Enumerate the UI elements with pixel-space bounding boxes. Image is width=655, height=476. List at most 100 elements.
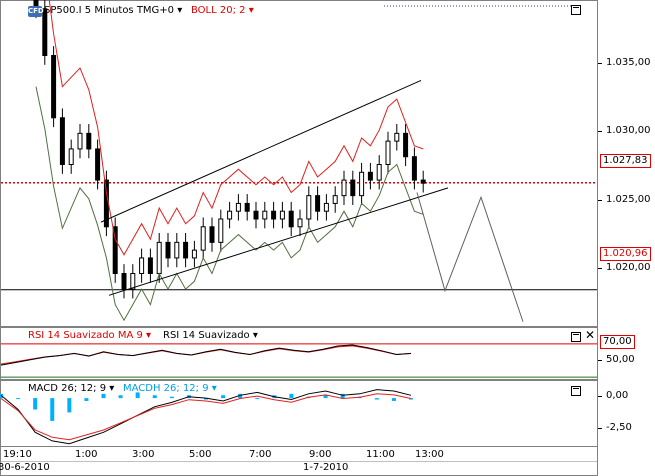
candle-body — [200, 226, 206, 251]
macd-histogram-bar — [50, 398, 55, 421]
time-axis[interactable]: 19:10 1:00 3:00 5:00 7:00 9:00 11:00 13:… — [0, 447, 598, 476]
candle-body — [341, 179, 347, 197]
candle-body — [323, 202, 329, 212]
instrument-selector[interactable]: SP500.I 5 Minutos TMG+0 ▾ — [44, 5, 182, 17]
candle-body — [139, 257, 145, 274]
candle-body — [59, 117, 65, 165]
tick-mark — [598, 200, 602, 201]
tick-mark — [598, 360, 602, 361]
candle-body — [42, 8, 48, 57]
hour-label: 11:00 — [366, 449, 395, 460]
candle-body — [235, 202, 241, 212]
rsi-ma-selector[interactable]: RSI 14 Suavizado MA 9 ▾ — [28, 330, 151, 342]
candle-body — [156, 241, 162, 275]
tick-mark — [598, 63, 602, 64]
candle-body — [95, 148, 101, 181]
window-icon — [573, 388, 579, 390]
window-icon — [573, 7, 579, 9]
macd-tick-0: 0,00 — [606, 390, 629, 401]
candle-body — [191, 249, 197, 259]
macd-histogram-bar — [204, 398, 208, 400]
candle-body — [262, 210, 268, 220]
macd-histogram-bar — [169, 396, 174, 399]
maximize-price-panel-button[interactable] — [571, 5, 581, 15]
close-rsi-panel-icon[interactable]: ✕ — [585, 328, 596, 342]
price-chart — [1, 0, 599, 322]
channel-upper-line — [100, 79, 422, 223]
candle-body — [332, 195, 338, 204]
macd-histogram-bar — [33, 398, 38, 410]
macd-selector[interactable]: MACD 26; 12; 9 ▾ — [28, 383, 114, 395]
hour-label: 19:10 — [3, 449, 32, 460]
candle-body — [121, 273, 127, 290]
candle-body — [244, 202, 250, 212]
candle-body — [227, 210, 233, 220]
boll-indicator-selector[interactable]: BOLL 20; 2 ▾ — [191, 5, 254, 17]
macd-panel[interactable]: MACD 26; 12; 9 ▾ MACDH 26; 12; 9 ▾ — [0, 380, 598, 447]
rsi-chart — [0, 343, 599, 378]
candle-body — [297, 218, 303, 228]
candle-body — [420, 179, 426, 184]
candle-body — [288, 210, 294, 228]
macd-histogram-bar — [135, 392, 140, 399]
channel-lower-line — [108, 187, 449, 296]
dropdown-arrow-icon: ▾ — [174, 5, 183, 16]
macd-signal-line — [0, 393, 412, 441]
bollinger-upper-band — [48, 0, 424, 256]
candle-body — [350, 179, 356, 197]
tick-mark — [598, 268, 602, 269]
candle-body — [183, 241, 189, 259]
macd-histogram-bar — [16, 398, 21, 400]
dropdown-arrow-icon: ▾ — [142, 330, 152, 341]
macd-histogram-bar — [101, 393, 106, 399]
macd-histogram-bar — [152, 395, 157, 399]
date-label: 1-7-2010 — [303, 462, 349, 473]
maximize-macd-panel-button[interactable] — [571, 386, 581, 396]
price-tick-1030: 1.030,00 — [606, 125, 651, 136]
price-panel[interactable]: CFD SP500.I 5 Minutos TMG+0 ▾ BOLL 20; 2… — [0, 0, 599, 327]
tick-mark — [598, 396, 602, 397]
dropdown-arrow-icon: ▾ — [106, 383, 115, 394]
macd-histogram-bar — [67, 398, 72, 413]
axis-divider — [1, 461, 597, 462]
candle-body — [130, 273, 136, 290]
rsi-panel[interactable]: RSI 14 Suavizado MA 9 ▾ RSI 14 Suavizado… — [0, 327, 599, 380]
bollinger-lower-band — [35, 86, 424, 322]
macdh-label: MACDH 26; 12; 9 — [123, 383, 209, 394]
candle-body — [209, 226, 215, 243]
window-icon — [573, 334, 579, 336]
price-axis[interactable]: 1.035,00 1.030,00 1.025,00 1.020,00 1.02… — [597, 0, 655, 327]
price-tick-1025: 1.025,00 — [606, 194, 651, 205]
hour-label: 13:00 — [415, 449, 444, 460]
macd-histogram-bar — [221, 395, 226, 399]
hour-label: 5:00 — [189, 449, 212, 460]
candle-body — [174, 241, 180, 259]
app-logo-icon: CFD — [28, 6, 44, 17]
candle-body — [394, 132, 400, 142]
maximize-rsi-panel-button[interactable] — [571, 332, 581, 342]
dropdown-arrow-icon: ▾ — [245, 5, 254, 16]
tick-mark — [598, 428, 602, 429]
candle-body — [306, 195, 312, 220]
hour-label: 7:00 — [249, 449, 272, 460]
macd-histogram-bar — [289, 393, 294, 399]
rsi-axis[interactable]: 70,00 50,00 — [597, 327, 655, 380]
rsi-ma-label: RSI 14 Suavizado MA 9 — [28, 330, 143, 341]
candle-body — [165, 241, 171, 259]
candle-body — [367, 171, 373, 181]
candle-body — [147, 257, 153, 274]
macd-tick-m25: -2,50 — [606, 422, 632, 433]
candle-body — [77, 132, 83, 150]
macd-histogram-bar — [255, 398, 260, 400]
rsi-line — [0, 344, 412, 366]
boll-label: BOLL 20; 2 — [191, 5, 246, 16]
candle-body — [68, 148, 74, 166]
macd-histogram-bar — [238, 393, 243, 399]
candle-body — [218, 218, 224, 243]
candle-body — [315, 195, 321, 212]
macd-histogram-bar — [118, 395, 123, 399]
rsi-selector[interactable]: RSI 14 Suavizado ▾ — [163, 330, 258, 342]
candle-body — [359, 171, 365, 197]
macd-axis[interactable]: 0,00 -2,50 — [597, 380, 655, 447]
macdh-selector[interactable]: MACDH 26; 12; 9 ▾ — [123, 383, 217, 395]
